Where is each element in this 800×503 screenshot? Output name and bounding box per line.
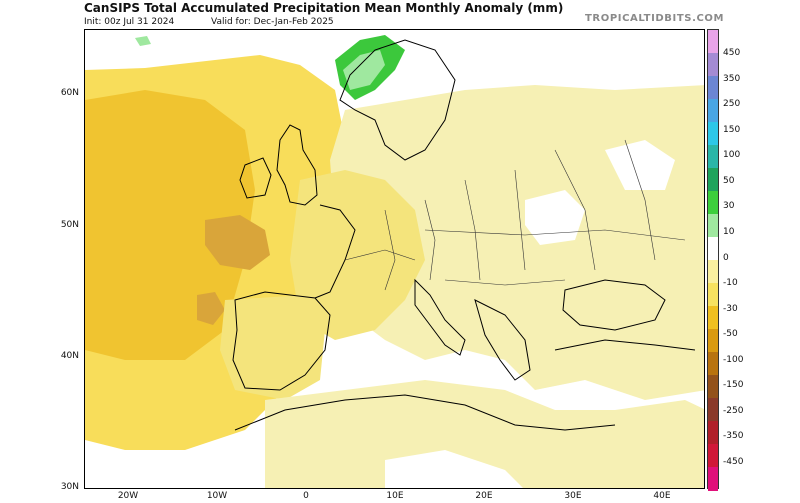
colorbar-label: -250 (723, 405, 744, 416)
colorbar-label: -350 (723, 431, 744, 442)
central-europe-neutral (525, 190, 585, 245)
lat-label-30n: 30N (60, 482, 79, 492)
biscay-dry-core (205, 215, 270, 270)
border-east-west (424, 229, 686, 241)
lon-label-20w: 20W (117, 491, 139, 501)
iberia-offshore-core (197, 292, 225, 325)
border-central-2 (464, 179, 481, 281)
colorbar-label: 450 (723, 48, 741, 58)
colorbar-label: -150 (723, 380, 744, 391)
colorbar-segment (708, 260, 718, 284)
colorbar-segment (708, 421, 718, 445)
norway-light-wet (343, 50, 385, 90)
lon-label-10e: 10E (386, 491, 404, 501)
colorbar-label: 0 (723, 252, 729, 263)
colorbar-segment (708, 76, 718, 100)
colorbar-segment (708, 145, 718, 169)
iceland-wet-patch (135, 36, 151, 46)
border-belarus-russia (554, 149, 596, 271)
colorbar-segment (708, 53, 718, 77)
north-africa-coast (234, 394, 616, 431)
colorbar-label: 150 (723, 124, 741, 135)
balkans-coast (474, 299, 531, 381)
colorbar-label: -10 (723, 278, 738, 289)
colorbar-label: 30 (723, 201, 735, 212)
lat-label-40n: 40N (60, 351, 79, 361)
lon-label-20e: 20E (475, 491, 493, 501)
colorbar (707, 29, 719, 491)
lat-label-50n: 50N (60, 220, 79, 230)
colorbar-segment (708, 352, 718, 376)
great-britain-coast (276, 124, 318, 206)
lon-label-40e: 40E (653, 491, 671, 501)
colorbar-segment (708, 375, 718, 399)
colorbar-segment (708, 283, 718, 307)
colorbar-label: 10 (723, 226, 735, 237)
border-russia-west (624, 139, 656, 261)
country-borders (344, 139, 686, 291)
black-sea-coast (562, 279, 666, 331)
sahara-neutral (385, 450, 523, 488)
continental-light-anomaly (330, 85, 704, 400)
iberia-anomaly (220, 295, 325, 400)
scandinavia-coast (339, 39, 456, 161)
colorbar-segment (708, 398, 718, 422)
colorbar-segment (708, 191, 718, 215)
colorbar-segment (708, 122, 718, 146)
lon-label-10w: 10W (206, 491, 228, 501)
colorbar-label: 50 (723, 175, 735, 186)
eastern-europe-neutral (605, 140, 675, 190)
north-africa-anomaly (265, 380, 704, 488)
border-central-1 (424, 199, 436, 281)
border-rhine (384, 209, 396, 291)
init-time: Init: 00z Jul 31 2024 (84, 17, 175, 27)
colorbar-segment (708, 329, 718, 353)
ireland-coast (239, 157, 272, 199)
anatolia-coast (554, 339, 696, 351)
coastlines (232, 39, 696, 431)
colorbar-segment (708, 306, 718, 330)
colorbar-segment (708, 444, 718, 468)
colorbar-label: 100 (723, 150, 741, 161)
colorbar-segment (708, 237, 718, 261)
colorbar-label: 350 (723, 73, 741, 84)
border-balkans-north (444, 279, 566, 286)
colorbar-segment (708, 214, 718, 238)
iberia-coast (232, 291, 331, 391)
italy-coast (414, 278, 466, 356)
colorbar-label: -30 (723, 303, 738, 314)
border-poland-ukraine (514, 169, 526, 271)
colorbar-segment (708, 467, 718, 491)
colorbar-segment (708, 168, 718, 192)
colorbar-segment (708, 30, 718, 54)
colorbar-segment (708, 99, 718, 123)
france-coast (314, 204, 356, 299)
colorbar-label: -450 (723, 457, 744, 467)
colorbar-label: -100 (723, 354, 744, 365)
brand-watermark: TROPICALTIDBITS.COM (585, 13, 725, 24)
lon-label-30e: 30E (564, 491, 582, 501)
map-title: CanSIPS Total Accumulated Precipitation … (84, 1, 564, 15)
valid-period: Valid for: Dec-Jan-Feb 2025 (211, 17, 334, 27)
western-europe-anomaly (290, 170, 425, 340)
colorbar-label: 250 (723, 99, 741, 110)
precipitation-anomaly-map (84, 29, 705, 489)
colorbar-label: -50 (723, 329, 738, 340)
lat-label-60n: 60N (60, 88, 79, 98)
border-france-germany (344, 249, 416, 261)
lon-label-0: 0 (303, 491, 309, 501)
map-canvas (85, 30, 704, 488)
